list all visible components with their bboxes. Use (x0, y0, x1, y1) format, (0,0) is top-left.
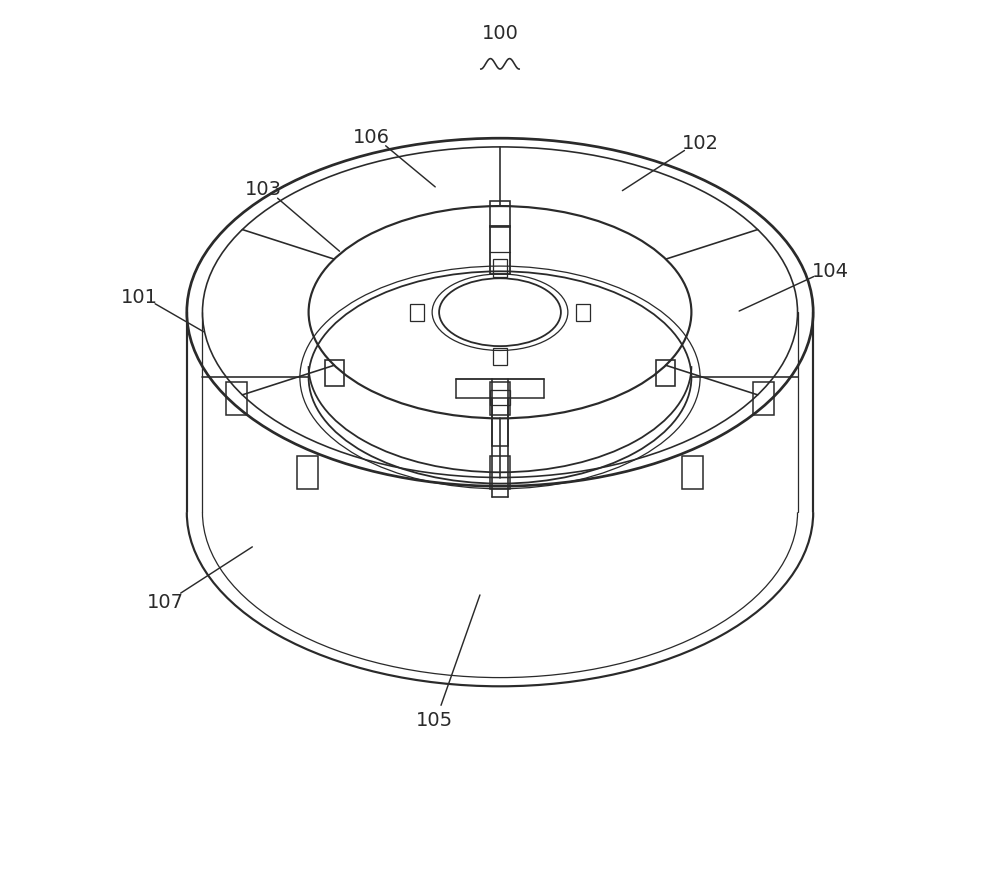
Bar (656, 361, 675, 387)
Bar (226, 382, 247, 415)
Bar (410, 304, 424, 322)
Bar (325, 361, 344, 387)
Bar (493, 348, 507, 366)
Text: 100: 100 (482, 23, 518, 43)
Bar (576, 304, 590, 322)
Text: 107: 107 (147, 592, 184, 611)
Bar (490, 202, 510, 228)
Bar (753, 382, 774, 415)
Text: 102: 102 (682, 134, 719, 153)
Bar (297, 456, 318, 489)
Bar (490, 382, 510, 415)
Ellipse shape (187, 139, 813, 487)
Bar (490, 456, 510, 489)
Text: 104: 104 (812, 262, 849, 281)
Bar (682, 456, 703, 489)
Text: 105: 105 (416, 710, 453, 729)
Text: 101: 101 (120, 288, 157, 307)
Text: 103: 103 (245, 180, 282, 199)
Text: 106: 106 (353, 128, 390, 147)
Bar (490, 390, 510, 406)
Bar (490, 227, 510, 275)
Bar (493, 260, 507, 277)
